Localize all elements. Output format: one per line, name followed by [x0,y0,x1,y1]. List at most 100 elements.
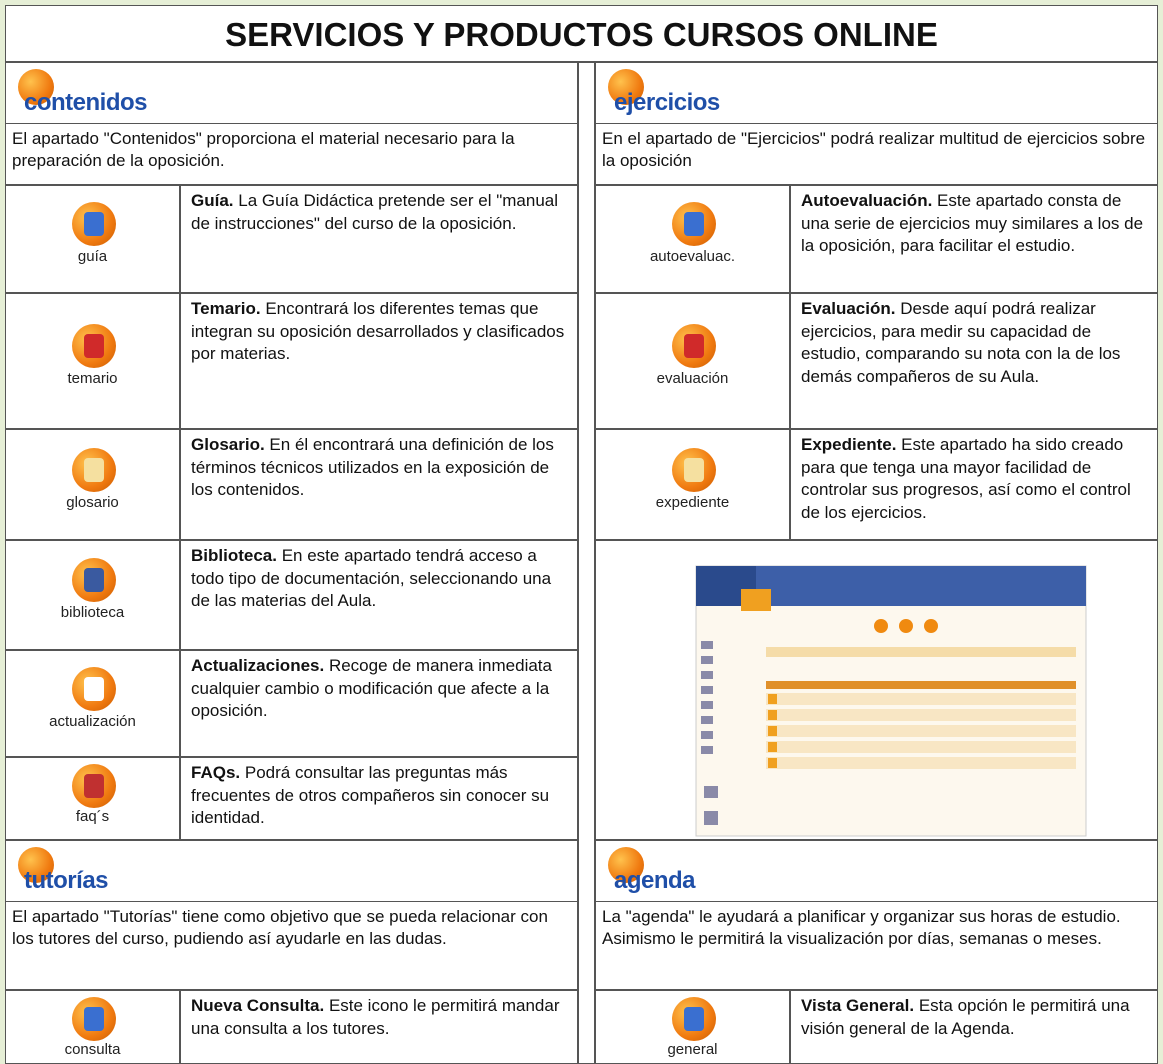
item-text-cell: Autoevaluación. Este apartado consta de … [790,185,1158,293]
screenshot-cell [595,540,1158,840]
icon-glyph [83,457,104,482]
item-text-cell: FAQs. Podrá consultar las preguntas más … [180,757,578,840]
icon-glyph [83,212,104,236]
item-title: Temario. [191,299,261,318]
item-title: Guía. [191,191,234,210]
icon-cell: guía [5,185,180,293]
item-text: Encontrará los diferentes temas que inte… [191,299,565,363]
icon-label: faq´s [75,808,110,825]
icon-label: evaluación [656,370,729,387]
table-header [766,681,1076,689]
item-text: Recoge de manera inmediata cualquier cam… [191,656,552,720]
item-icon [671,447,716,492]
item-icon [671,997,716,1041]
section-description: La "agenda" le ayudará a planificar y or… [595,901,1158,990]
section-heading: agenda [614,867,696,894]
item-title: Nueva Consulta. [191,996,325,1015]
section-description: En el apartado de "Ejercicios" podrá rea… [595,123,1158,185]
item-icon [71,558,116,602]
item-text: Este apartado ha sido creado para que te… [801,435,1131,522]
separator-column [578,62,595,1064]
item-title: Biblioteca. [191,546,277,565]
item-title: Evaluación. [801,299,896,318]
item-icon [71,447,116,492]
icon-cell: actualización [5,650,180,757]
section-header: contenidos [5,62,578,124]
section-logo [18,847,54,883]
item-icon [71,666,116,711]
row-icons [768,694,777,768]
screenshot-mockup [695,565,1087,837]
icon-glyph [683,1007,704,1031]
icon-label: actualización [49,712,136,730]
item-text: Este apartado consta de una serie de eje… [801,191,1144,255]
item-title: Autoevaluación. [801,191,933,210]
icon-label: biblioteca [60,604,125,621]
item-text-cell: Glosario. En él encontrará una definició… [180,429,578,540]
section-description: El apartado "Tutorías" tiene como objeti… [5,901,578,990]
icon-cell: expediente [595,429,790,540]
item-text: En este apartado tendrá acceso a todo ti… [191,546,552,610]
item-text: En él encontrará una definición de los t… [191,435,554,499]
document: SERVICIOS Y PRODUCTOS CURSOS ONLINE [5,5,1158,1064]
icon-cell: temario [5,293,180,429]
icon-glyph [83,676,104,701]
icon-label: temario [67,370,118,387]
icon-label: glosario [66,493,119,511]
section-logo [608,69,644,105]
title: SERVICIOS Y PRODUCTOS CURSOS ONLINE [5,5,1158,62]
nav-icon [924,619,938,633]
item-text: Este icono le permitirá mandar una consu… [191,996,560,1038]
item-text-cell: Expediente. Este apartado ha sido creado… [790,429,1158,540]
nav-icon [899,619,913,633]
section-header: ejercicios [595,62,1158,124]
icon-cell: consulta [5,990,180,1064]
sidebar [701,641,718,825]
icon-glyph [83,568,104,592]
item-title: Glosario. [191,435,265,454]
section-description: El apartado "Contenidos" proporciona el … [5,123,578,185]
icon-label: consulta [64,1041,121,1058]
item-icon [71,997,116,1041]
section-heading: ejercicios [614,89,720,116]
item-text: La Guía Didáctica pretende ser el "manua… [191,191,559,233]
icon-glyph [83,774,104,798]
table-rows [766,693,1076,769]
icon-label: general [667,1041,718,1058]
item-icon [71,764,116,808]
item-icon [71,324,116,368]
icon-glyph [683,212,704,236]
item-text-cell: Guía. La Guía Didáctica pretende ser el … [180,185,578,293]
section-logo [18,69,54,105]
item-text: Podrá consultar las preguntas más frecue… [191,763,550,827]
icon-cell: evaluación [595,293,790,429]
section-heading: tutorías [24,867,109,894]
item-text-cell: Evaluación. Desde aquí podrá realizar ej… [790,293,1158,429]
icon-cell: autoevaluac. [595,185,790,293]
icon-glyph [83,334,104,358]
item-icon [671,324,716,368]
section-header: agenda [595,840,1158,902]
logo-icon [741,589,771,611]
item-title: Expediente. [801,435,897,454]
icon-glyph [683,334,704,358]
item-text: Esta opción le permitirá una visión gene… [801,996,1130,1038]
bar [766,647,1076,657]
item-title: FAQs. [191,763,241,782]
item-text-cell: Nueva Consulta. Este icono le permitirá … [180,990,578,1064]
item-text-cell: Biblioteca. En este apartado tendrá acce… [180,540,578,650]
icon-cell: biblioteca [5,540,180,650]
icon-glyph [83,1007,104,1031]
item-title: Actualizaciones. [191,656,325,675]
item-text-cell: Actualizaciones. Recoge de manera inmedi… [180,650,578,757]
item-text-cell: Vista General. Esta opción le permitirá … [790,990,1158,1064]
item-text-cell: Temario. Encontrará los diferentes temas… [180,293,578,429]
icon-label: guía [77,248,108,265]
icon-cell: faq´s [5,757,180,840]
item-title: Vista General. [801,996,915,1015]
icon-label: expediente [655,493,730,511]
icon-label: autoevaluac. [649,248,736,265]
nav-icon [874,619,888,633]
icon-glyph [683,457,704,482]
